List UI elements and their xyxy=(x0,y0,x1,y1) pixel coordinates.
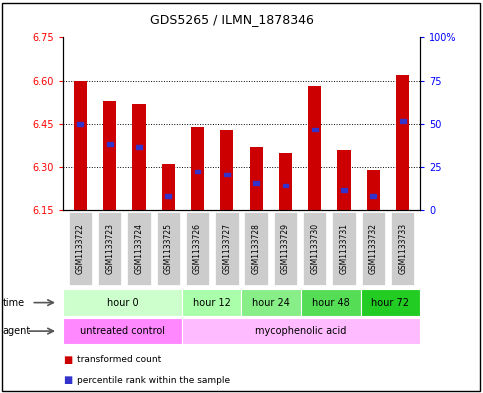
Bar xyxy=(341,188,347,192)
Bar xyxy=(195,170,200,173)
Text: agent: agent xyxy=(2,326,30,336)
Bar xyxy=(308,86,321,210)
Bar xyxy=(301,289,361,316)
Bar xyxy=(224,173,230,176)
Text: hour 12: hour 12 xyxy=(193,298,231,308)
Bar xyxy=(244,212,268,285)
Bar xyxy=(132,104,145,210)
Bar xyxy=(253,181,259,185)
Bar xyxy=(69,212,92,285)
Text: GSM1133728: GSM1133728 xyxy=(252,223,261,274)
Bar xyxy=(191,127,204,210)
Text: GSM1133726: GSM1133726 xyxy=(193,223,202,274)
Bar xyxy=(165,194,171,198)
Text: mycophenolic acid: mycophenolic acid xyxy=(256,326,347,336)
Bar xyxy=(396,75,409,210)
Bar xyxy=(107,142,113,146)
Bar xyxy=(182,318,420,344)
Bar xyxy=(74,81,87,210)
Bar xyxy=(182,289,242,316)
Bar xyxy=(332,212,356,285)
Text: ■: ■ xyxy=(63,354,72,365)
Bar xyxy=(361,289,420,316)
Text: hour 72: hour 72 xyxy=(371,298,410,308)
Bar xyxy=(136,145,142,149)
Bar xyxy=(362,212,385,285)
Text: hour 0: hour 0 xyxy=(107,298,138,308)
Text: GSM1133724: GSM1133724 xyxy=(134,223,143,274)
Text: GSM1133727: GSM1133727 xyxy=(222,223,231,274)
Bar xyxy=(391,212,414,285)
Bar xyxy=(283,184,288,187)
Text: GSM1133723: GSM1133723 xyxy=(105,223,114,274)
Bar xyxy=(63,318,182,344)
Text: GSM1133730: GSM1133730 xyxy=(310,223,319,274)
Bar xyxy=(370,194,376,198)
Bar xyxy=(77,122,83,125)
Text: GSM1133725: GSM1133725 xyxy=(164,223,173,274)
Bar xyxy=(98,212,121,285)
Bar xyxy=(186,212,209,285)
Text: ■: ■ xyxy=(63,375,72,385)
Bar xyxy=(156,212,180,285)
Bar xyxy=(162,164,175,210)
Bar xyxy=(63,289,182,316)
Bar xyxy=(220,130,233,210)
Bar xyxy=(274,212,297,285)
Text: percentile rank within the sample: percentile rank within the sample xyxy=(77,376,230,384)
Bar xyxy=(242,289,301,316)
Text: transformed count: transformed count xyxy=(77,355,161,364)
Bar xyxy=(250,147,263,210)
Bar xyxy=(367,170,380,210)
Bar xyxy=(312,128,318,131)
Text: time: time xyxy=(2,298,25,308)
Text: untreated control: untreated control xyxy=(80,326,165,336)
Text: GSM1133732: GSM1133732 xyxy=(369,223,378,274)
Bar xyxy=(103,101,116,210)
Text: hour 48: hour 48 xyxy=(312,298,350,308)
Text: GDS5265 / ILMN_1878346: GDS5265 / ILMN_1878346 xyxy=(150,13,314,26)
Bar xyxy=(215,212,239,285)
Text: GSM1133729: GSM1133729 xyxy=(281,223,290,274)
Text: GSM1133722: GSM1133722 xyxy=(76,223,85,274)
Bar xyxy=(338,150,351,210)
Bar xyxy=(400,119,406,123)
Text: GSM1133733: GSM1133733 xyxy=(398,223,407,274)
Bar xyxy=(127,212,151,285)
Bar xyxy=(303,212,327,285)
Text: GSM1133731: GSM1133731 xyxy=(340,223,349,274)
Text: hour 24: hour 24 xyxy=(252,298,290,308)
Bar xyxy=(279,152,292,210)
